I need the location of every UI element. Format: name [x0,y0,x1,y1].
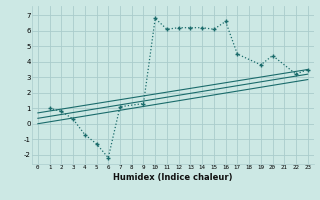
X-axis label: Humidex (Indice chaleur): Humidex (Indice chaleur) [113,173,233,182]
